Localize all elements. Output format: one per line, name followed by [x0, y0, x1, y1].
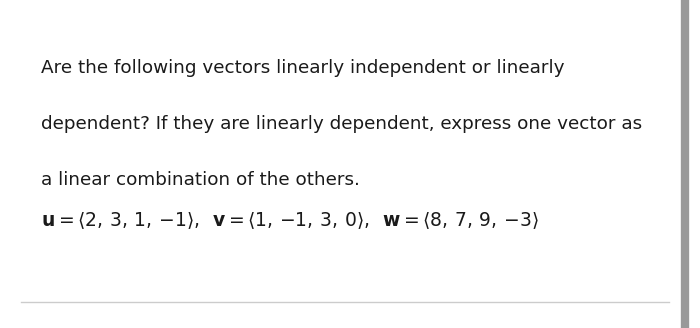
Text: Are the following vectors linearly independent or linearly: Are the following vectors linearly indep… — [41, 59, 564, 77]
Text: a linear combination of the others.: a linear combination of the others. — [41, 171, 360, 189]
Text: $\mathbf{u} = \langle 2,\, 3,\, 1,\, {-1}\rangle,$$\enspace \mathbf{v} = \langle: $\mathbf{u} = \langle 2,\, 3,\, 1,\, {-1… — [41, 210, 538, 231]
Text: dependent? If they are linearly dependent, express one vector as: dependent? If they are linearly dependen… — [41, 115, 642, 133]
